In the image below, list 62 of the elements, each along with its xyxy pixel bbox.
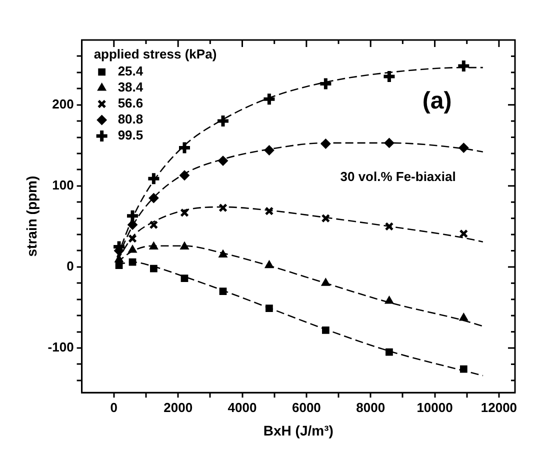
point bbox=[128, 258, 136, 266]
x-tick-label: 2000 bbox=[164, 400, 193, 415]
x-tick-label: 6000 bbox=[292, 400, 321, 415]
point bbox=[218, 250, 228, 258]
legend-label: 25.4 bbox=[118, 64, 144, 79]
point bbox=[386, 348, 393, 356]
point bbox=[218, 156, 228, 166]
y-tick-label: 200 bbox=[52, 96, 74, 112]
y-tick-label: 0 bbox=[66, 258, 74, 274]
point bbox=[266, 304, 273, 312]
annotation: 30 vol.% Fe-biaxial bbox=[340, 169, 456, 184]
point bbox=[458, 142, 469, 153]
point bbox=[115, 262, 123, 270]
point bbox=[128, 220, 138, 230]
x-tick-label: 8000 bbox=[356, 400, 386, 415]
x-tick-label: 10000 bbox=[416, 400, 453, 415]
point bbox=[146, 171, 161, 186]
point bbox=[264, 260, 274, 268]
point bbox=[456, 58, 471, 74]
point bbox=[320, 138, 331, 149]
point bbox=[180, 170, 190, 180]
x-tick-label: 4000 bbox=[228, 400, 257, 415]
y-tick-label: 100 bbox=[52, 177, 74, 192]
x-tick-label: 12000 bbox=[480, 400, 518, 415]
point bbox=[384, 296, 394, 304]
point bbox=[262, 92, 276, 106]
point bbox=[180, 274, 188, 282]
legend-label: 80.8 bbox=[118, 112, 144, 127]
point bbox=[384, 138, 394, 148]
y-tick-label: -100 bbox=[48, 340, 74, 355]
point bbox=[264, 145, 274, 156]
point bbox=[321, 278, 330, 286]
legend-label: 99.5 bbox=[118, 128, 144, 143]
point bbox=[459, 313, 468, 321]
legend-title: applied stress (kPa) bbox=[94, 46, 217, 62]
point bbox=[149, 242, 158, 250]
annotation: (a) bbox=[422, 87, 452, 114]
point bbox=[321, 214, 330, 223]
point bbox=[180, 208, 189, 218]
point bbox=[322, 326, 330, 334]
point bbox=[128, 244, 137, 253]
point bbox=[216, 114, 230, 128]
point bbox=[180, 242, 189, 250]
point bbox=[264, 206, 274, 216]
point bbox=[150, 264, 158, 272]
point bbox=[459, 229, 468, 238]
point bbox=[128, 234, 137, 244]
point bbox=[219, 288, 227, 295]
legend-label: 56.6 bbox=[118, 96, 144, 111]
point bbox=[149, 220, 158, 230]
x-tick-label: 0 bbox=[110, 400, 118, 415]
point bbox=[318, 76, 333, 92]
point bbox=[125, 208, 140, 224]
point bbox=[460, 365, 468, 373]
legend-label: 38.4 bbox=[118, 80, 144, 95]
x-axis-title: BxH (J/m³) bbox=[263, 422, 334, 438]
point bbox=[218, 203, 228, 212]
point bbox=[384, 222, 394, 231]
point bbox=[382, 69, 396, 84]
y-axis-title: strain (ppm) bbox=[23, 176, 40, 257]
point bbox=[148, 193, 159, 204]
point bbox=[177, 140, 192, 156]
